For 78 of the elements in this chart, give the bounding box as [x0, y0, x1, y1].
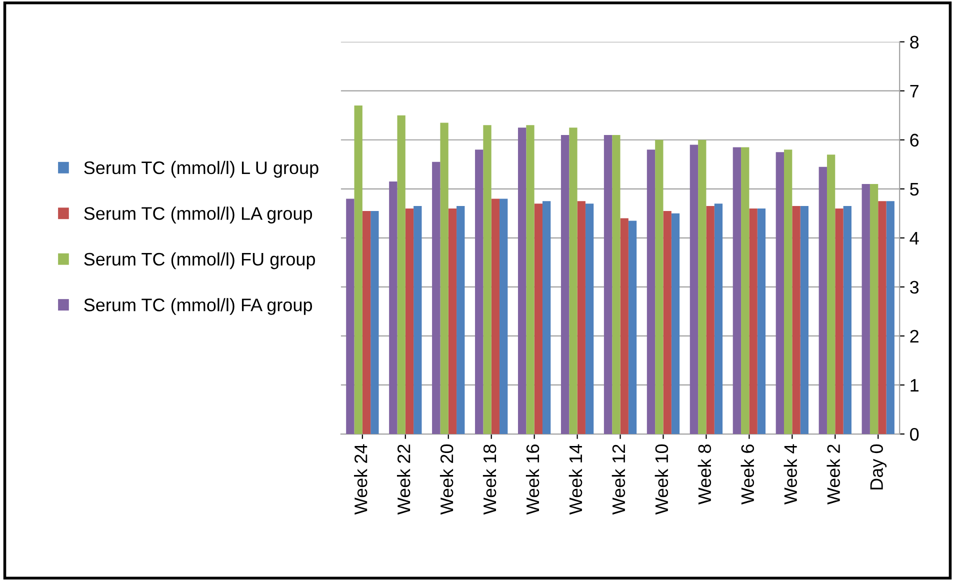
bar [732, 147, 742, 434]
bar [432, 162, 440, 434]
bar [826, 154, 836, 434]
y-tick-label: 8 [910, 36, 919, 49]
bar [706, 206, 714, 434]
x-tick-label: Week 2 [826, 444, 840, 505]
bar [389, 182, 398, 434]
x-tick-label: Week 8 [698, 444, 712, 505]
legend-label: Serum TC (mmol/l) L U group [84, 160, 318, 178]
bar [862, 184, 870, 434]
bar [362, 210, 371, 434]
x-tick-label: Week 10 [654, 444, 668, 515]
y-tick-label: 5 [910, 183, 919, 196]
bar [628, 220, 637, 434]
bar [577, 201, 586, 434]
x-tick-label: Week 6 [740, 444, 754, 505]
bar [585, 204, 594, 434]
bar [569, 128, 578, 434]
bar [663, 210, 672, 434]
bar [448, 208, 457, 434]
y-tick-label: 4 [910, 232, 919, 244]
bar [784, 150, 792, 434]
bar [818, 166, 827, 434]
x-tick-label: Week 12 [612, 444, 626, 515]
legend-label: Serum TC (mmol/l) FU group [84, 252, 316, 270]
bar [346, 198, 354, 434]
x-tick-label: Week 18 [482, 444, 496, 515]
legend-label: Serum TC (mmol/l) FA group [84, 298, 312, 315]
bar [456, 206, 465, 434]
x-tick-label: Day 0 [870, 444, 887, 490]
bar [500, 198, 508, 434]
bar [542, 201, 551, 434]
bar [483, 125, 492, 434]
bar [714, 204, 723, 434]
bar [690, 144, 698, 434]
bar [612, 134, 620, 434]
bar [405, 208, 414, 434]
bar [560, 134, 570, 434]
x-tick-label: Week 14 [568, 444, 582, 515]
bar [776, 152, 784, 434]
y-tick-label: 0 [910, 428, 919, 441]
bar [749, 208, 758, 434]
bar [518, 128, 526, 434]
y-tick-label: 1 [910, 379, 918, 392]
bar [886, 201, 894, 434]
x-tick-label: Week 16 [526, 444, 540, 515]
bar [440, 122, 448, 434]
y-tick-label: 3 [910, 280, 919, 294]
legend-label: Serum TC (mmol/l) LA group [84, 206, 312, 224]
bar [698, 140, 706, 434]
bar [534, 204, 542, 434]
bar [604, 134, 612, 434]
x-tick-label: Week 4 [784, 444, 798, 505]
bar [655, 140, 664, 434]
bar [646, 150, 656, 434]
bar [491, 198, 500, 434]
x-tick-label: Week 20 [440, 444, 454, 515]
bar [870, 184, 878, 434]
bar [757, 208, 766, 434]
bar [835, 208, 844, 434]
bar [800, 206, 809, 434]
bar [414, 206, 422, 434]
bar [370, 210, 379, 434]
bar [354, 106, 362, 434]
bar [671, 213, 680, 434]
bar [526, 125, 534, 434]
bar [792, 206, 800, 434]
y-tick-label: 2 [910, 330, 918, 343]
bar [475, 150, 484, 434]
x-tick-label: Week 24 [354, 444, 368, 515]
bar [620, 218, 628, 434]
bar [843, 206, 852, 434]
x-tick-label: Week 22 [396, 444, 410, 515]
bar [878, 201, 886, 434]
y-tick-label: 6 [910, 134, 919, 147]
bar [741, 147, 750, 434]
y-tick-label: 7 [910, 84, 918, 98]
bar [397, 115, 406, 434]
